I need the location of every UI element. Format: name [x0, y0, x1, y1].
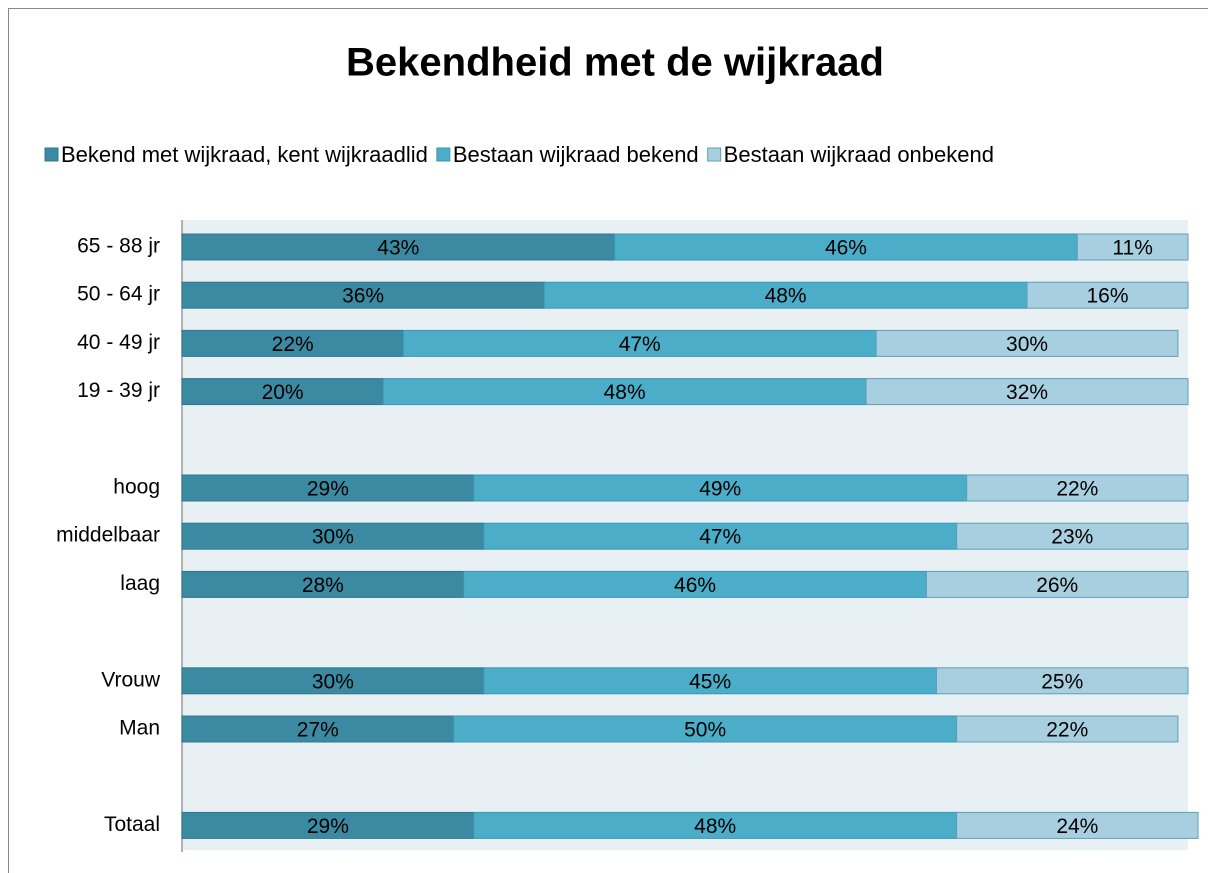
bar-segment [543, 281, 1028, 309]
bar-segment [966, 474, 1189, 502]
legend-swatch [436, 147, 451, 162]
legend-swatch [44, 147, 59, 162]
value-label: 46% [674, 574, 716, 597]
bar-segment [181, 715, 455, 743]
value-label: 27% [297, 719, 339, 742]
y-tick-label: hoog [113, 476, 160, 499]
chart-title: Bekendheid met de wijkraad [346, 41, 884, 85]
value-label: 32% [1006, 381, 1048, 404]
bar-segment [181, 329, 404, 357]
value-label: 30% [1006, 333, 1048, 356]
value-label: 30% [312, 670, 354, 693]
value-label: 50% [684, 719, 726, 742]
bar-segment [402, 329, 877, 357]
value-label: 11% [1112, 237, 1152, 260]
value-label: 45% [689, 670, 731, 693]
value-label: 48% [694, 815, 736, 838]
bar-segment [936, 667, 1189, 695]
bar-segment [925, 570, 1189, 598]
legend-label: Bestaan wijkraad bekend [453, 142, 699, 167]
bar-segment [956, 522, 1189, 550]
value-label: 43% [377, 237, 419, 260]
bar-segment [181, 378, 384, 406]
y-tick-label: Man [119, 717, 160, 740]
bar-segment [956, 715, 1179, 743]
value-label: 23% [1051, 526, 1093, 549]
bar-segment [181, 522, 485, 550]
y-tick-label: middelbaar [56, 524, 160, 547]
value-label: 25% [1041, 670, 1083, 693]
value-label: 46% [825, 237, 867, 260]
value-label: 29% [307, 815, 349, 838]
value-label: 47% [619, 333, 661, 356]
value-label: 48% [604, 381, 646, 404]
value-label: 22% [1046, 719, 1088, 742]
value-label: 28% [302, 574, 344, 597]
bar-segment [473, 474, 968, 502]
y-tick-label: 19 - 39 jr [77, 379, 160, 402]
bar-segment [1026, 281, 1189, 309]
value-label: 24% [1056, 815, 1098, 838]
y-tick-label: 65 - 88 jr [77, 235, 160, 258]
bar-segment [181, 570, 465, 598]
value-label: 26% [1036, 574, 1078, 597]
y-tick-label: laag [120, 572, 160, 595]
legend-label: Bekend met wijkraad, kent wijkraadlid [61, 142, 428, 167]
y-tick-label: Vrouw [101, 668, 161, 691]
bar-segment [614, 233, 1078, 261]
bar-segment [382, 378, 867, 406]
y-tick-label: 40 - 49 jr [77, 331, 160, 354]
bar-segment [483, 667, 937, 695]
value-label: 29% [307, 478, 349, 501]
legend-swatch [707, 147, 722, 162]
bar-segment [181, 281, 545, 309]
bar-segment [181, 667, 485, 695]
bar-segment [1076, 233, 1189, 261]
bar-segment [483, 522, 958, 550]
value-label: 22% [272, 333, 314, 356]
y-tick-label: Totaal [104, 813, 160, 836]
legend-label: Bestaan wijkraad onbekend [724, 142, 994, 167]
bar-segment [875, 329, 1179, 357]
value-label: 30% [312, 526, 354, 549]
value-label: 49% [699, 478, 741, 501]
bar-segment [956, 811, 1199, 839]
bar-segment [181, 811, 475, 839]
y-tick-label: 50 - 64 jr [77, 283, 160, 306]
value-label: 22% [1056, 478, 1098, 501]
value-label: 36% [342, 285, 384, 308]
value-label: 48% [765, 285, 807, 308]
value-label: 20% [262, 381, 304, 404]
bar-segment [865, 378, 1189, 406]
value-label: 16% [1087, 285, 1129, 308]
value-label: 47% [699, 526, 741, 549]
